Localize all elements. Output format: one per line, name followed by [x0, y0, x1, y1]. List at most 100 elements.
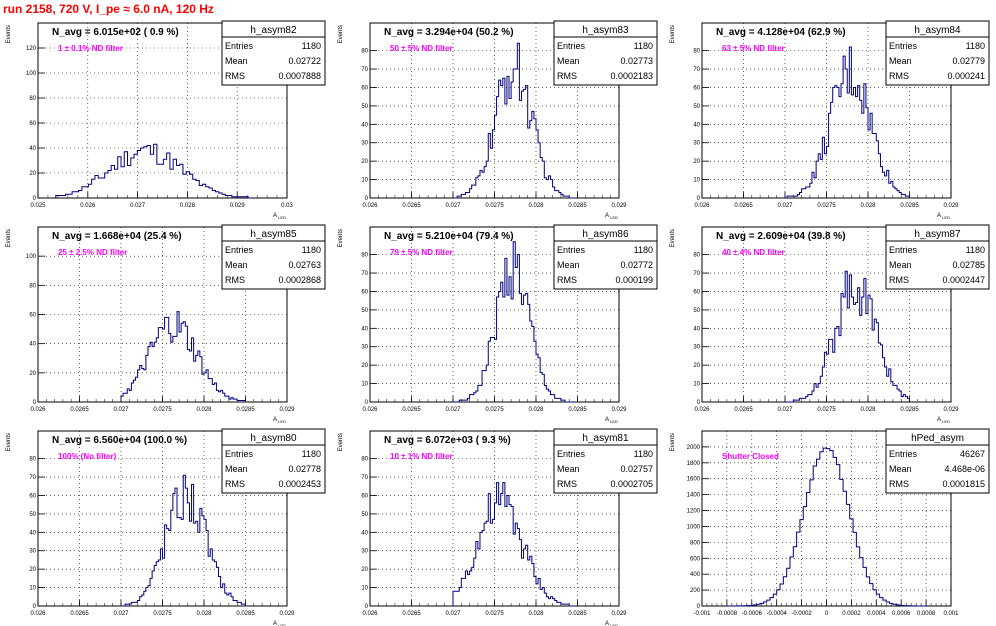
y-tick-label: 60	[29, 313, 36, 319]
x-tick-label: 0.027	[445, 203, 461, 209]
x-tick-label: 0.028	[528, 611, 544, 617]
histogram-svg: 0.026 0.0265 0.027 0.0275 0.028 0.0285 0.029 0 1…	[338, 224, 658, 424]
y-axis-label: Events	[338, 229, 344, 247]
run-title: run 2158, 720 V, I_pe ≈ 6.0 nA, 120 Hz	[3, 2, 214, 16]
histogram-panel-h_asym86: 0.026 0.0265 0.027 0.0275 0.028 0.0285 0.029 0 1…	[332, 222, 664, 424]
x-tick-label: 0.0275	[153, 407, 172, 413]
stats-value: 0.02763	[288, 260, 321, 270]
stats-key: RMS	[557, 71, 577, 81]
y-axis-label: Events	[670, 25, 676, 43]
x-tick-label: 0.029	[230, 203, 246, 209]
y-tick-label: 1400	[687, 493, 701, 499]
y-tick-label: 20	[361, 159, 368, 165]
x-tick-label: 0.027	[445, 611, 461, 617]
x-tick-label: 0.0265	[70, 611, 89, 617]
x-tick-label: 0.0275	[817, 407, 836, 413]
stats-key: Mean	[889, 464, 912, 474]
x-tick-label: 0.027	[777, 407, 793, 413]
n-avg-label: N_avg = 6.072e+03 ( 9.3 %)	[384, 435, 511, 446]
x-tick-label: 0.0285	[236, 407, 255, 413]
stats-value: 0.0002868	[278, 275, 321, 285]
y-tick-label: 100	[26, 254, 37, 260]
stats-title: h_asym84	[914, 25, 961, 36]
x-tick-label: 0	[825, 611, 829, 617]
y-tick-label: 40	[361, 530, 368, 536]
y-tick-label: 600	[690, 556, 701, 562]
y-tick-label: 0	[697, 400, 701, 406]
y-axis-label: Events	[670, 229, 676, 247]
y-tick-label: 100	[26, 71, 37, 77]
x-tick-label: 0.0275	[485, 203, 504, 209]
stats-key: Mean	[557, 56, 580, 66]
y-tick-label: 0	[33, 196, 37, 202]
stats-key: Entries	[225, 449, 254, 459]
filter-label: 79 ± 5% ND filter	[390, 248, 453, 257]
histogram-svg: 0.026 0.0265 0.027 0.0275 0.028 0.0285 0.029 0 1…	[6, 428, 326, 626]
stats-value: 0.0002453	[278, 479, 321, 489]
stats-key: Entries	[557, 449, 586, 459]
x-axis-label: A LED	[605, 417, 618, 424]
stats-key: Mean	[225, 260, 248, 270]
x-tick-label: 0.029	[279, 407, 295, 413]
stats-key: Mean	[889, 260, 912, 270]
y-tick-label: 30	[361, 345, 368, 351]
y-tick-label: 60	[361, 289, 368, 295]
x-tick-label: 0.028	[860, 407, 876, 413]
y-tick-label: 1200	[687, 509, 701, 515]
histogram-svg: 0.026 0.0265 0.027 0.0275 0.028 0.0285 0.029 0 1…	[670, 20, 990, 220]
stats-value: 1180	[966, 245, 985, 255]
x-tick-label: 0.03	[281, 203, 293, 209]
y-tick-label: 120	[26, 46, 37, 52]
y-tick-label: 30	[361, 549, 368, 555]
histogram-line	[785, 46, 910, 199]
x-tick-label: 0.028	[528, 203, 544, 209]
x-tick-label: 0.0285	[236, 611, 255, 617]
histogram-line	[55, 143, 252, 199]
y-tick-label: 10	[361, 586, 368, 592]
histogram-panel-hPed_asym: -0.001 -0.0008 -0.0006 -0.0004 -0.0002 0 0.000…	[664, 426, 996, 626]
y-tick-label: 50	[361, 308, 368, 314]
x-axis-label: A LED	[937, 213, 950, 220]
y-tick-label: 50	[361, 512, 368, 518]
stats-value: 1180	[634, 41, 653, 51]
y-tick-label: 40	[29, 342, 36, 348]
x-tick-label: 0.025	[30, 203, 46, 209]
stats-value: 1180	[302, 449, 321, 459]
stats-value: 0.02757	[620, 464, 653, 474]
y-tick-label: 70	[693, 67, 700, 73]
x-tick-label: 0.026	[362, 203, 378, 209]
stats-key: Mean	[889, 56, 912, 66]
x-tick-label: 0.0004	[867, 611, 886, 617]
histogram-panel-h_asym85: 0.026 0.0265 0.027 0.0275 0.028 0.0285 0.029 0 2…	[0, 222, 332, 424]
x-axis-label: A LED	[273, 417, 286, 424]
y-tick-label: 60	[29, 121, 36, 127]
y-tick-label: 30	[693, 345, 700, 351]
x-tick-label: -0.0008	[717, 611, 738, 617]
stats-value: 0.000241	[947, 71, 985, 81]
x-tick-label: 0.001	[943, 611, 959, 617]
x-tick-label: 0.0265	[70, 407, 89, 413]
y-tick-label: 10	[29, 586, 36, 592]
histogram-svg: 0.026 0.0265 0.027 0.0275 0.028 0.0285 0.029 0 2…	[6, 224, 326, 424]
stats-value: 0.02772	[620, 260, 653, 270]
x-tick-label: 0.0265	[402, 203, 421, 209]
x-tick-label: 0.0285	[900, 407, 919, 413]
x-tick-label: -0.001	[693, 611, 711, 617]
x-tick-label: -0.0006	[742, 611, 763, 617]
stats-value: 1180	[302, 245, 321, 255]
histogram-svg: 0.025 0.026 0.027 0.028 0.029 0.03 0 20 40 60 80 10…	[6, 20, 326, 220]
stats-box	[221, 240, 326, 290]
y-tick-label: 30	[29, 549, 36, 555]
x-tick-label: 0.026	[30, 611, 46, 617]
histogram-panel-h_asym81: 0.026 0.0265 0.027 0.0275 0.028 0.0285 0.029 0 1…	[332, 426, 664, 626]
x-tick-label: 0.029	[943, 203, 959, 209]
y-axis-label: Events	[6, 229, 12, 247]
y-tick-label: 30	[361, 141, 368, 147]
y-tick-label: 50	[361, 104, 368, 110]
stats-value: 1180	[302, 41, 321, 51]
stats-title: h_asym81	[582, 433, 629, 444]
stats-value: 0.02778	[288, 464, 321, 474]
stats-value: 0.0002447	[942, 275, 985, 285]
stats-key: RMS	[225, 71, 245, 81]
stats-value: 0.02779	[952, 56, 985, 66]
